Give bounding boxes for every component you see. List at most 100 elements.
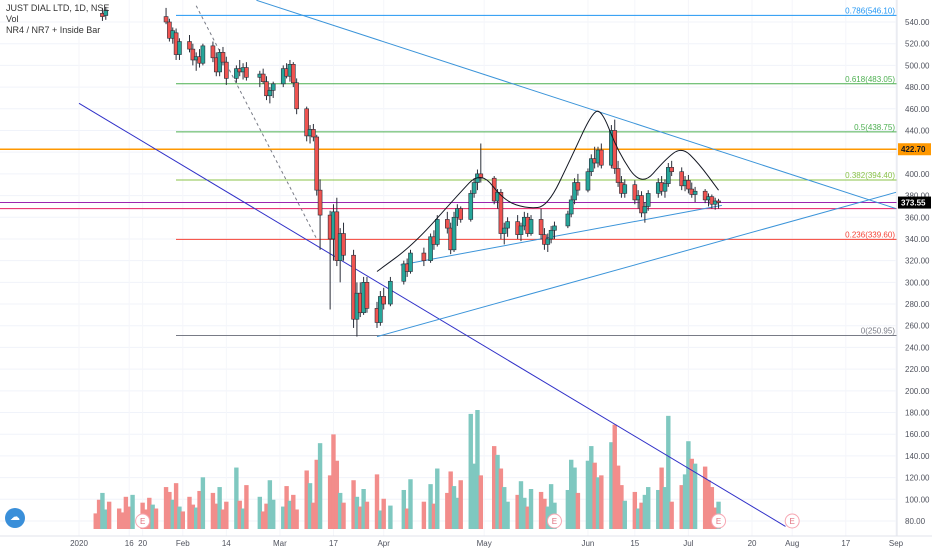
volume-bar: [585, 460, 591, 529]
volume-bar: [291, 494, 296, 529]
candle-body: [548, 229, 554, 240]
volume-bar: [220, 509, 226, 529]
volume-bar: [167, 491, 172, 529]
volume-bar: [314, 459, 319, 529]
candle-body: [314, 136, 320, 191]
volume-bar: [150, 504, 155, 529]
candle-body: [244, 67, 249, 78]
candle-body: [545, 238, 551, 245]
volume-bar: [525, 506, 530, 529]
candle-body: [388, 280, 393, 305]
volume-bar: [193, 507, 199, 529]
price-tick-label: 240.00: [905, 343, 930, 352]
price-tick-label: 80.00: [905, 517, 926, 526]
candle-body: [538, 219, 544, 235]
candle-body: [505, 221, 510, 229]
volume-bar: [505, 501, 510, 529]
candle-body: [234, 68, 239, 79]
candle-body: [401, 263, 407, 282]
price-tick-label: 220.00: [905, 365, 930, 374]
candle-body: [686, 180, 691, 190]
volume-bar: [271, 499, 276, 529]
volume-bar: [632, 491, 638, 529]
earnings-marker-label: E: [140, 517, 145, 526]
volume-bar: [682, 474, 688, 529]
volume-bar: [666, 415, 671, 529]
candle-body: [662, 183, 668, 192]
time-tick-label: 16: [125, 539, 134, 548]
volume-bar: [147, 497, 152, 529]
time-tick-label: 20: [138, 539, 147, 548]
volume-bar: [337, 492, 343, 529]
price-tick-label: 480.00: [905, 83, 930, 92]
candle-body: [642, 206, 648, 214]
price-tick-label: 180.00: [905, 409, 930, 418]
volume-bar: [692, 463, 698, 529]
volume-bar: [656, 489, 661, 529]
head-and-shoulders-pattern: [376, 110, 719, 272]
volume-bar: [679, 485, 684, 529]
volume-bar: [180, 511, 185, 529]
volume-bar: [448, 471, 453, 529]
price-tick-label: 120.00: [905, 474, 930, 483]
volume-bar: [408, 479, 413, 529]
volume-bar: [495, 454, 500, 529]
volume-bar: [100, 492, 105, 529]
earnings-marker-label: E: [552, 517, 557, 526]
volume-bar: [609, 442, 614, 529]
fib-level-label: 0.618(483.05): [845, 75, 895, 84]
volume-bar: [622, 500, 627, 529]
volume-bar: [702, 466, 708, 529]
volume-bar: [686, 441, 691, 529]
volume-bar: [93, 513, 98, 529]
candle-body: [612, 130, 618, 169]
volume-bar: [515, 494, 520, 529]
price-tag-badge: [898, 196, 931, 209]
volume-bar: [569, 459, 574, 529]
candle-body: [575, 182, 581, 191]
candle-body: [692, 190, 698, 195]
grid: [0, 21, 897, 522]
volume-bar: [401, 489, 406, 529]
volume-bar: [435, 468, 440, 529]
tradingview-logo-icon[interactable]: ☁: [5, 508, 25, 528]
volume-bar: [455, 497, 460, 529]
price-tick-label: 400.00: [905, 170, 930, 179]
candle-body: [408, 252, 413, 272]
volume-bar: [334, 460, 340, 529]
price-tick-label: 440.00: [905, 126, 930, 135]
volume-bar: [190, 504, 196, 529]
volume-bar: [354, 496, 360, 529]
volume-bar: [502, 487, 507, 529]
volume-bar: [662, 487, 668, 529]
candle-body: [103, 9, 109, 16]
volume-bar: [615, 465, 621, 529]
price-tick-label: 380.00: [905, 192, 930, 201]
fib-level-label: 0.5(438.75): [854, 123, 895, 132]
candle-body: [498, 192, 504, 234]
volume-bar: [592, 462, 597, 529]
candle-body: [220, 52, 226, 63]
time-tick-label: Feb: [176, 539, 190, 548]
volume-bar: [599, 475, 604, 529]
volume-bar: [173, 483, 179, 529]
volume-bar: [542, 498, 547, 529]
volume-bar: [267, 480, 273, 529]
volume-bar: [341, 502, 346, 529]
price-tick-label: 320.00: [905, 257, 930, 266]
volume-bar: [106, 501, 112, 529]
candle-body: [264, 81, 269, 97]
volume-bar: [471, 463, 477, 529]
volume-bar: [130, 494, 135, 529]
price-tick-label: 200.00: [905, 387, 930, 396]
candle-body: [341, 233, 346, 256]
volume-bar: [264, 503, 269, 529]
time-tick-label: 14: [222, 539, 231, 548]
trend-line: [256, 0, 897, 210]
fib-level-label: 0(250.95): [861, 327, 896, 336]
candle-body: [445, 219, 450, 229]
volume-bar: [358, 506, 363, 529]
price-tick-label: 300.00: [905, 278, 930, 287]
volume-bar: [451, 486, 457, 529]
